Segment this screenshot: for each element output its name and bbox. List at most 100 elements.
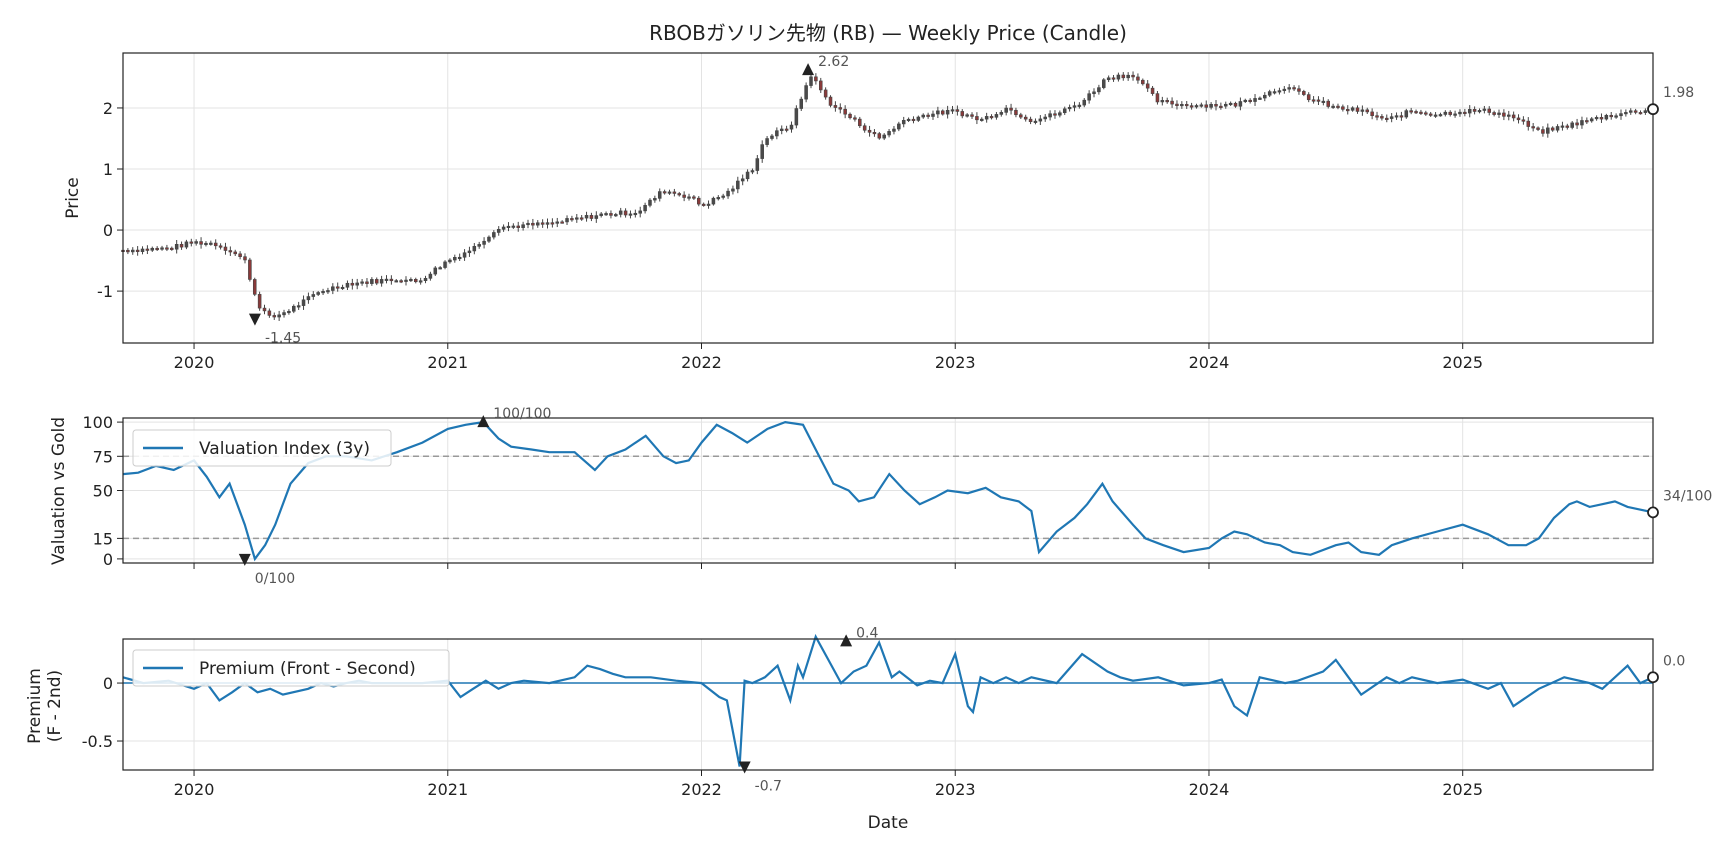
candle-body	[994, 114, 999, 118]
candle-body	[1365, 109, 1370, 113]
candle-body	[633, 212, 638, 216]
candle-body	[789, 124, 794, 130]
candle-body	[980, 118, 984, 121]
candle-body	[1589, 118, 1594, 122]
candle-body	[467, 250, 472, 254]
candle-body	[1219, 105, 1223, 108]
candle-body	[1233, 102, 1238, 107]
candle-body	[887, 131, 891, 136]
candle-body	[589, 215, 594, 219]
candle-body	[1438, 114, 1443, 117]
candle-body	[335, 286, 340, 289]
candle-body	[306, 296, 311, 301]
candle-body	[326, 290, 330, 293]
candle-body	[584, 215, 589, 219]
candle-body	[570, 218, 574, 221]
candle-body	[506, 225, 511, 229]
y-tick-label: 2	[103, 99, 113, 118]
candle-body	[438, 267, 442, 270]
candle-body	[1277, 90, 1282, 93]
candle-body	[1633, 110, 1638, 113]
candle-body	[1067, 106, 1072, 110]
candle-body	[218, 245, 223, 248]
y-tick-label: 1	[103, 160, 113, 179]
candle-body	[750, 170, 755, 173]
last-value-label: 0.0	[1663, 653, 1685, 669]
candle-body	[916, 116, 921, 121]
y-tick-label: 0	[103, 550, 113, 569]
candle-body	[1204, 104, 1209, 108]
candle-body	[379, 279, 384, 284]
candle-body	[926, 114, 930, 117]
max-label: 2.62	[818, 54, 849, 70]
candle-body	[1516, 117, 1521, 121]
last-value-marker	[1647, 103, 1659, 116]
candle-body	[1643, 110, 1648, 113]
candle-body	[823, 89, 828, 98]
candle-body	[448, 259, 452, 263]
candle-body	[233, 251, 237, 255]
valuation-legend-box	[132, 429, 392, 467]
candle-body	[1165, 100, 1169, 103]
candle-body	[1038, 118, 1043, 122]
candle-body	[174, 243, 179, 250]
candle-body	[1360, 109, 1365, 112]
candle-body	[1453, 113, 1457, 116]
candle-body	[150, 247, 155, 251]
candle-body	[1448, 111, 1452, 115]
candle-body	[784, 128, 789, 131]
candle-body	[775, 130, 779, 137]
candle-body	[414, 279, 418, 283]
candle-body	[257, 294, 262, 309]
premium-y-label-line2: (F - 2nd)	[45, 670, 65, 742]
candle-body	[1077, 104, 1082, 107]
x-axis-label: Date	[868, 813, 909, 833]
candle-body	[277, 314, 281, 318]
candle-body	[1121, 74, 1126, 79]
premium-legend: Premium (Front - Second)	[132, 649, 450, 687]
candle-body	[1087, 93, 1091, 101]
candle-body	[501, 226, 506, 230]
candle-body	[1472, 109, 1477, 112]
premium-x-ticks: 2020 2021 2022 2023 2024 2025	[174, 770, 1483, 799]
candle-body	[682, 194, 686, 198]
candle-body	[540, 222, 545, 225]
candle-body	[145, 248, 150, 251]
candle-body	[140, 248, 145, 252]
candle-body	[321, 291, 325, 294]
candle-body	[1028, 118, 1033, 122]
candle-body	[1106, 77, 1111, 81]
candle-body	[862, 125, 867, 131]
candle-body	[638, 210, 642, 214]
candle-body	[1414, 111, 1418, 114]
candle-body	[1150, 87, 1155, 94]
candle-body	[340, 286, 345, 290]
candle-body	[662, 191, 667, 194]
candle-body	[560, 221, 564, 224]
valuation-annotations: 100/100 0/100 34/100	[238, 406, 1712, 587]
max-label: 0.4	[856, 625, 878, 641]
candle-body	[697, 197, 701, 205]
candle-body	[984, 116, 989, 120]
candle-body	[374, 279, 379, 284]
candle-body	[755, 158, 760, 171]
candle-body	[1628, 110, 1633, 113]
y-tick-label: -0.5	[82, 732, 113, 751]
candle-body	[614, 214, 618, 217]
candle-body	[457, 256, 462, 260]
y-tick-label: 0	[103, 221, 113, 240]
candle-body	[1521, 119, 1526, 122]
candle-body	[1292, 87, 1296, 90]
candle-body	[765, 138, 769, 145]
candle-body	[1526, 120, 1531, 127]
min-label: 0/100	[255, 571, 295, 587]
candle-body	[1033, 120, 1038, 123]
candle-body	[1541, 129, 1545, 134]
candle-body	[1355, 107, 1360, 112]
candle-body	[521, 224, 525, 228]
y-tick-label: -1	[97, 282, 113, 301]
candle-body	[609, 213, 613, 216]
candle-body	[360, 281, 364, 284]
candle-body	[1102, 79, 1106, 88]
candle-body	[1614, 115, 1618, 118]
